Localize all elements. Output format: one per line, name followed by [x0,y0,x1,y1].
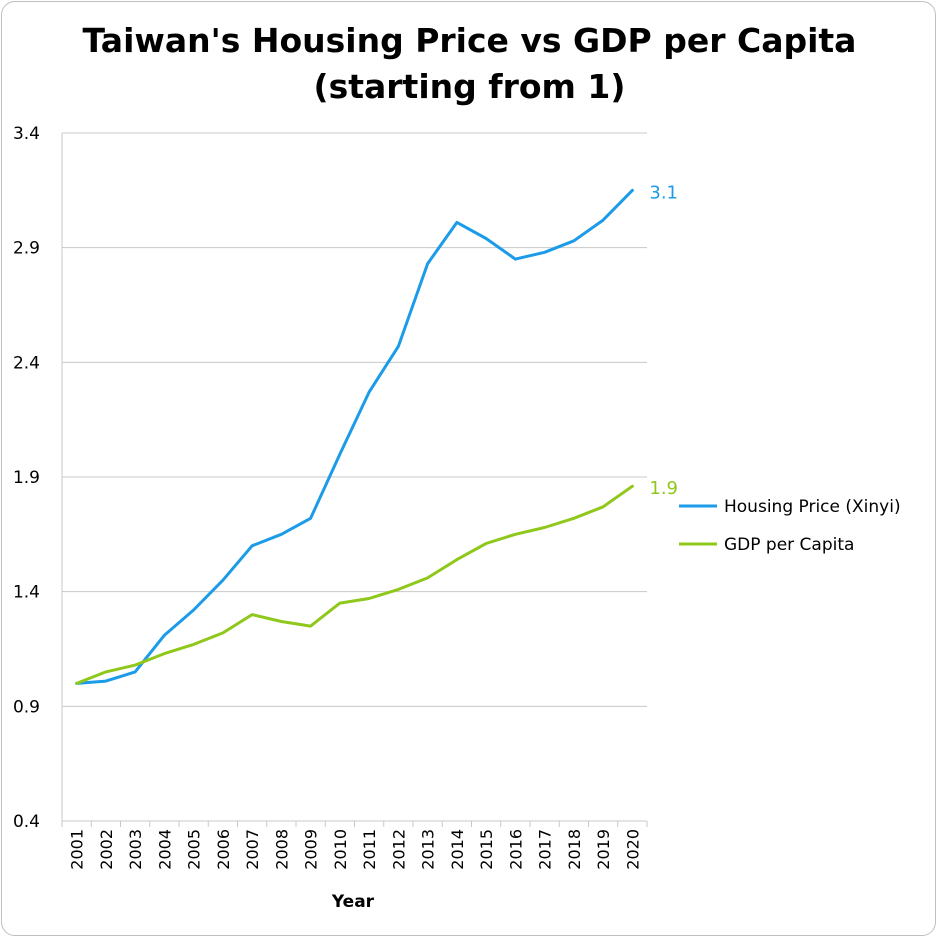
x-tick-label: 2018 [565,829,584,870]
x-tick-label: 2002 [97,829,116,870]
x-tick-label: 2012 [389,829,408,870]
series-line-housing-price [75,188,634,685]
x-tick-label: 2016 [506,829,525,870]
series-line-gdp-per-capita [75,484,634,685]
x-tick-label: 2004 [155,829,174,870]
end-label-housing-price: 3.1 [649,182,678,203]
x-tick-label: 2011 [360,829,379,870]
x-tick-label: 2006 [214,829,233,870]
x-tick-label: 2007 [243,829,262,870]
x-tick-label: 2009 [302,829,321,870]
y-axis-ticks: 0.4 0.9 1.4 1.9 2.4 2.9 3.4 [13,124,40,832]
x-axis-title: Year [331,892,375,912]
end-labels: 3.1 1.9 [649,182,678,499]
x-tick-label: 2019 [594,829,613,870]
x-tick-label: 2017 [536,829,555,870]
x-axis-ticks: 2001 2002 2003 2004 2005 2006 2007 2008 2009 2010… [68,829,643,870]
y-tick-label: 0.4 [13,812,40,832]
legend-label: Housing Price (Xinyi) [724,497,901,517]
y-tick-label: 1.4 [13,583,40,603]
y-tick-label: 2.9 [13,239,40,259]
x-tick-label: 2013 [419,829,438,870]
y-tick-label: 1.9 [13,468,40,488]
legend[interactable]: Housing Price (Xinyi) GDP per Capita [679,497,901,555]
x-tick-label: 2015 [477,829,496,870]
y-tick-label: 2.4 [13,353,40,373]
gridlines [62,132,647,822]
x-tick-label: 2001 [68,829,87,870]
chart-title-line-1: Taiwan's Housing Price vs GDP per Capita [82,21,857,60]
axes [61,133,648,827]
x-tick-label: 2020 [623,829,642,870]
x-tick-label: 2005 [185,829,204,870]
x-tick-label: 2014 [448,829,467,870]
end-label-gdp-per-capita: 1.9 [649,478,678,499]
legend-label: GDP per Capita [724,535,854,555]
y-tick-label: 3.4 [13,124,40,144]
chart-title: Taiwan's Housing Price vs GDP per Capita… [0,18,939,110]
y-tick-label: 0.9 [13,697,40,717]
legend-item-housing-price[interactable]: Housing Price (Xinyi) [679,497,901,517]
chart-title-line-2: (starting from 1) [313,67,626,106]
x-tick-label: 2003 [126,829,145,870]
legend-item-gdp-per-capita[interactable]: GDP per Capita [679,535,854,555]
series-lines [75,188,634,685]
x-tick-label: 2010 [331,829,350,870]
x-tick-label: 2008 [272,829,291,870]
